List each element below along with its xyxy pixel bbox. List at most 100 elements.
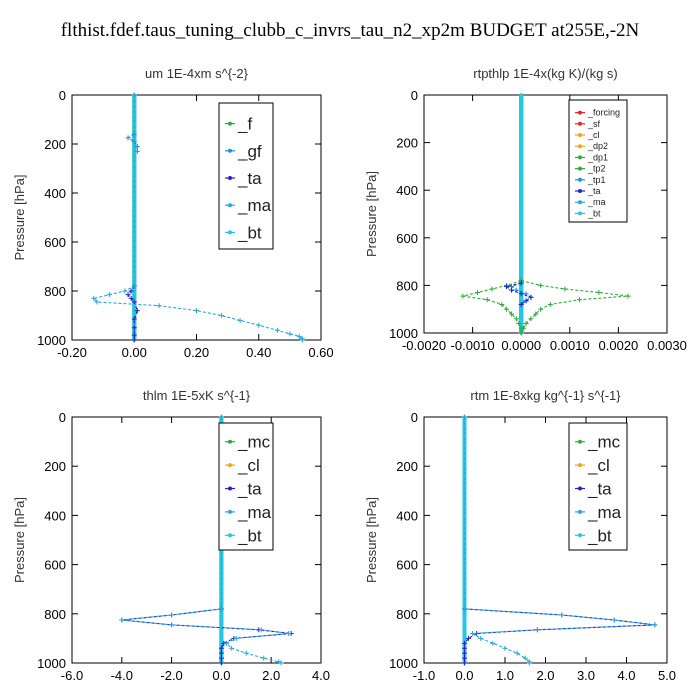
data-point <box>519 107 523 111</box>
y-tick-label: 200 <box>44 459 66 474</box>
x-tick-label: 0.0 <box>455 668 473 683</box>
data-point <box>276 659 282 665</box>
data-point <box>132 166 136 171</box>
data-point <box>132 181 136 185</box>
data-point <box>559 612 565 618</box>
data-point <box>94 299 100 305</box>
legend-marker <box>228 176 232 180</box>
y-tick-label: 0 <box>59 410 66 425</box>
x-tick-label: 0.20 <box>184 345 209 360</box>
data-point <box>218 645 224 651</box>
x-tick-label: 4.0 <box>312 668 330 683</box>
data-point <box>218 660 224 666</box>
data-point <box>106 292 112 298</box>
data-point <box>513 316 519 322</box>
data-point <box>132 171 136 175</box>
legend-entry: _bt <box>587 526 612 545</box>
data-point <box>131 283 137 289</box>
data-point <box>519 217 523 221</box>
data-point <box>519 102 523 107</box>
legend-entry: _mc <box>237 433 271 452</box>
data-point <box>122 288 128 294</box>
data-point <box>519 150 523 154</box>
series-ma <box>462 414 658 666</box>
data-point <box>508 287 514 293</box>
data-point <box>519 121 523 126</box>
data-point <box>228 645 234 651</box>
data-point <box>462 640 467 646</box>
legend-marker <box>578 177 582 182</box>
data-point <box>132 289 136 293</box>
y-tick-label: 800 <box>44 284 66 299</box>
data-point <box>516 320 522 326</box>
legend-marker <box>228 121 232 126</box>
data-point <box>462 499 467 503</box>
data-point <box>223 640 229 646</box>
legend-entry: _ma <box>587 503 622 522</box>
x-tick-label: -6.0 <box>61 668 83 683</box>
data-point <box>519 226 523 230</box>
x-tick-label: 3.0 <box>577 668 595 683</box>
series-ma <box>91 92 305 343</box>
data-point <box>499 301 505 307</box>
data-point <box>462 449 467 454</box>
y-tick-label: 200 <box>44 137 66 152</box>
panel-um: um 1E-4xm s^{-2} Pressure [hPa] -0.20 0.00 0… <box>12 66 334 360</box>
y-tick-label: 1000 <box>389 656 418 671</box>
data-point <box>256 322 262 328</box>
data-point <box>462 420 467 424</box>
data-point <box>519 207 523 211</box>
data-point <box>562 286 568 292</box>
data-point <box>219 617 223 621</box>
data-point <box>296 333 302 339</box>
legend-marker <box>228 230 232 235</box>
data-point <box>514 650 520 656</box>
x-tick-label: 0.0000 <box>501 338 541 353</box>
legend: _mc _cl _ta _ma _bt <box>218 422 274 551</box>
data-point <box>132 103 136 107</box>
series-line <box>92 95 303 340</box>
data-point <box>237 317 243 323</box>
series-line <box>127 285 138 340</box>
legend-entry: _ma <box>237 503 272 522</box>
data-point <box>519 136 523 140</box>
panel-rtm: rtm 1E-8xkg kg^{-1} s^{-1} Pressure [hPa]… <box>364 388 676 683</box>
x-tick-label: 0.0010 <box>550 338 590 353</box>
data-point <box>518 325 524 331</box>
legend-marker <box>228 486 232 491</box>
series-line <box>520 280 629 334</box>
data-point <box>132 176 136 180</box>
data-point <box>132 127 136 131</box>
y-tick-label: 1000 <box>37 333 66 348</box>
legend-entry: _sf <box>587 119 601 129</box>
data-point <box>462 650 467 656</box>
y-tick-label: 200 <box>396 136 418 151</box>
series-ta <box>125 283 140 343</box>
x-tick-label: -4.0 <box>111 668 133 683</box>
data-point <box>132 186 136 190</box>
data-point <box>274 327 280 333</box>
y-tick-label: 800 <box>44 607 66 622</box>
series-line <box>463 417 655 663</box>
data-point <box>538 306 544 312</box>
data-point <box>519 221 523 226</box>
data-point <box>519 260 523 264</box>
x-tick-label: 0.00 <box>122 345 147 360</box>
data-point <box>131 92 137 98</box>
legend-marker <box>578 439 582 444</box>
y-tick-label: 400 <box>396 183 418 198</box>
y-tick-label: 1000 <box>37 656 66 671</box>
legend-marker <box>578 121 582 126</box>
legend-entry: _ta <box>237 480 262 499</box>
data-point <box>519 312 523 316</box>
y-tick-label: 600 <box>44 235 66 250</box>
data-point <box>132 98 136 102</box>
y-tick-label: 200 <box>396 459 418 474</box>
legend-entry: _bt <box>237 223 262 242</box>
data-point <box>519 117 523 121</box>
data-point <box>286 630 292 636</box>
legend: _forcing_sf_cl_dp2_dp1 _tp2_tp1_ta_ma_bt <box>568 99 628 223</box>
panel-thlm: thlm 1E-5xK s^{-1} Pressure [hPa] -6.0 -4.0… <box>12 388 330 683</box>
legend-marker <box>578 211 582 216</box>
data-point <box>462 464 467 468</box>
